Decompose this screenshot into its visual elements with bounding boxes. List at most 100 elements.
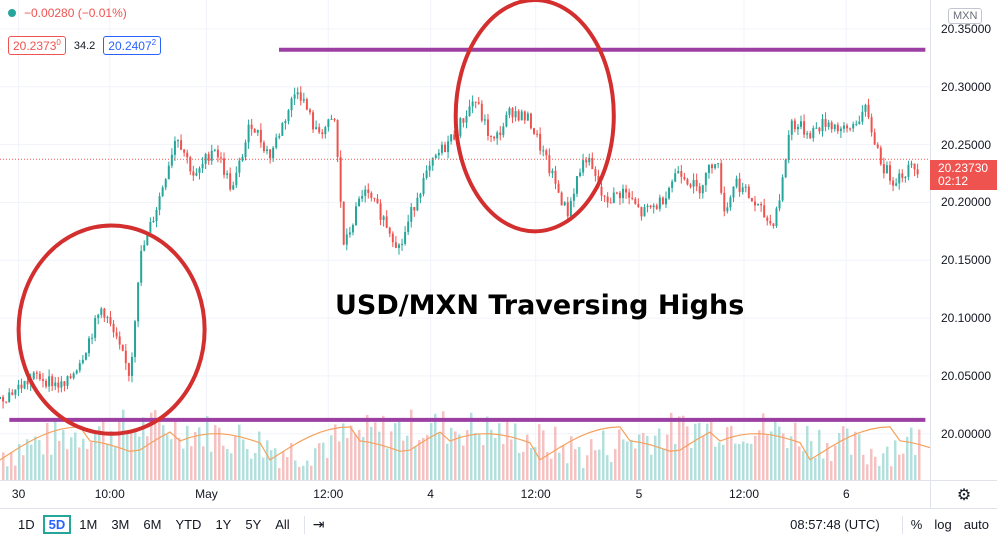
- ask-box[interactable]: 20.24072: [103, 36, 162, 55]
- volume-bar: [294, 460, 297, 480]
- range-button-1m[interactable]: 1M: [79, 517, 98, 532]
- volume-bar: [830, 461, 833, 480]
- current-price-value: 20.23730: [938, 161, 989, 175]
- volume-bar: [198, 427, 201, 480]
- time-axis[interactable]: 30 10:00 May 12:00 4 12:00 5 12:00 6: [0, 480, 930, 509]
- candle-body: [480, 103, 483, 121]
- candle-body: [649, 205, 652, 208]
- candle-body: [812, 128, 815, 139]
- chart-annotation: USD/MXN Traversing Highs: [335, 290, 745, 321]
- volume-bar: [50, 454, 53, 480]
- range-button-5d[interactable]: 5D: [42, 515, 72, 534]
- range-button-6m[interactable]: 6M: [143, 517, 162, 532]
- volume-bar: [594, 450, 597, 480]
- candle-body: [855, 123, 858, 125]
- volume-bar: [526, 434, 529, 480]
- candle-body: [821, 119, 824, 132]
- volume-bar: [746, 443, 749, 480]
- volume-bar: [598, 449, 601, 480]
- volume-bar: [270, 450, 273, 480]
- price-axis[interactable]: 20.35000 20.30000 20.25000 20.20000 20.15000…: [930, 0, 997, 480]
- settings-gear-icon[interactable]: ⚙: [930, 480, 997, 508]
- range-button-3m[interactable]: 3M: [111, 517, 130, 532]
- candle-body: [2, 396, 5, 402]
- candle-body: [600, 186, 603, 196]
- candle-body: [609, 202, 612, 204]
- candle-body: [496, 132, 499, 139]
- candle-body: [539, 133, 542, 151]
- volume-bar: [110, 430, 113, 480]
- volume-bar: [202, 446, 205, 480]
- candle-body: [523, 111, 526, 121]
- candle-body: [904, 176, 907, 178]
- range-button-ytd[interactable]: YTD: [175, 517, 202, 532]
- range-button-all[interactable]: All: [275, 517, 290, 532]
- candle-body: [397, 244, 400, 248]
- candle-body: [48, 376, 51, 387]
- price-chart[interactable]: [0, 0, 931, 480]
- volume-bar: [430, 423, 433, 480]
- candle-body: [324, 127, 327, 135]
- candle-body: [103, 308, 106, 318]
- highlight-circle-high-zone: [453, 0, 616, 234]
- candle-body: [229, 173, 232, 190]
- volume-bar: [622, 439, 625, 480]
- volume-bar: [694, 423, 697, 480]
- candle-body: [677, 171, 680, 174]
- candle-body: [916, 169, 919, 175]
- candle-body: [75, 370, 78, 374]
- go-to-date-icon[interactable]: ⇥: [312, 516, 325, 532]
- volume-bar: [510, 439, 513, 480]
- volume-bar: [786, 448, 789, 480]
- candle-body: [121, 344, 124, 351]
- candle-body: [293, 94, 296, 99]
- candle-body: [898, 173, 901, 184]
- candle-body: [152, 220, 155, 223]
- volume-bar: [606, 455, 609, 480]
- candle-body: [465, 116, 468, 123]
- range-button-1y[interactable]: 1Y: [215, 517, 232, 532]
- candle-body: [358, 198, 361, 207]
- range-button-1d[interactable]: 1D: [18, 517, 35, 532]
- candle-body: [226, 173, 229, 175]
- candle-body: [726, 207, 729, 212]
- candle-body: [735, 178, 738, 187]
- candle-body: [262, 142, 265, 151]
- candle-body: [668, 187, 671, 199]
- volume-bar: [218, 427, 221, 480]
- volume-bar: [6, 466, 9, 480]
- volume-bar: [522, 451, 525, 480]
- candle-body: [100, 308, 103, 315]
- volume-bar: [122, 409, 125, 480]
- candle-body: [913, 163, 916, 170]
- bid-sup: 0: [56, 38, 61, 47]
- chart-area[interactable]: −0.00280 (−0.01%) 20.23730 34.2 20.24072…: [0, 0, 931, 480]
- candle-body: [603, 195, 606, 197]
- volume-bar: [586, 455, 589, 480]
- volume-bar: [486, 416, 489, 480]
- auto-toggle[interactable]: auto: [963, 517, 989, 532]
- bid-box[interactable]: 20.23730: [8, 36, 66, 55]
- volume-bar: [358, 429, 361, 480]
- range-button-5y[interactable]: 5Y: [245, 517, 262, 532]
- candle-body: [216, 149, 219, 158]
- percent-toggle[interactable]: %: [910, 517, 923, 532]
- volume-bar: [530, 448, 533, 480]
- log-toggle[interactable]: log: [934, 517, 952, 532]
- candle-body: [0, 396, 1, 400]
- candle-body: [232, 185, 235, 190]
- volume-bar: [678, 416, 681, 480]
- volume-bar: [890, 466, 893, 480]
- volume-bar: [242, 439, 245, 480]
- volume-bar: [22, 455, 25, 480]
- candle-body: [23, 380, 26, 389]
- volume-bar: [102, 419, 105, 480]
- candle-body: [364, 189, 367, 196]
- volume-bar: [874, 456, 877, 480]
- volume-bar: [262, 457, 265, 480]
- candle-body: [302, 99, 305, 101]
- volume-bar: [162, 425, 165, 480]
- time-tick-label: 4: [427, 487, 434, 501]
- volume-bar: [902, 453, 905, 480]
- candle-body: [419, 193, 422, 198]
